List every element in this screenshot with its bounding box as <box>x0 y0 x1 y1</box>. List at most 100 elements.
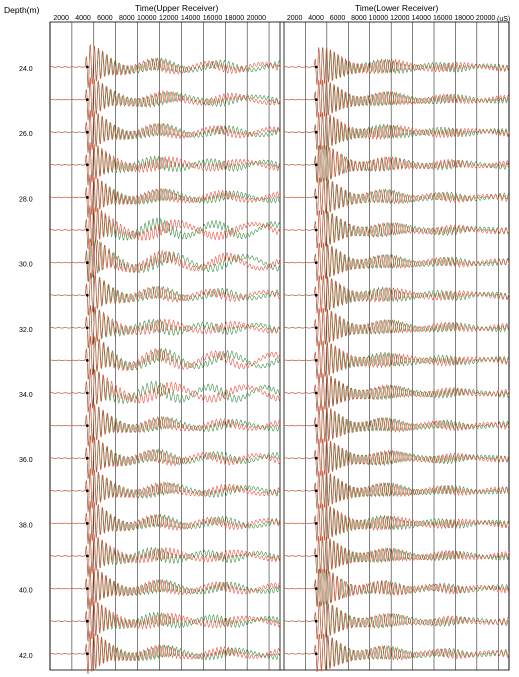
waveform-trace <box>49 142 281 186</box>
first-arrival-marker <box>85 391 89 395</box>
waveform-trace <box>283 470 510 509</box>
y-tick-label: 42.0 <box>19 653 33 660</box>
first-arrival-marker <box>314 554 318 558</box>
first-arrival-marker <box>314 228 318 232</box>
y-tick-label: 26.0 <box>19 131 33 138</box>
first-arrival-marker <box>314 261 318 264</box>
waveform-trace <box>49 141 281 186</box>
y-tick-label: 34.0 <box>19 392 33 399</box>
waveform-trace <box>49 109 281 153</box>
first-arrival-marker <box>314 456 318 460</box>
first-arrival-marker <box>314 163 318 167</box>
tick-labels: 2000 4000 6000 8000 10000 12000 14000 16000 1800… <box>19 15 495 660</box>
x-tick-label: 2000 <box>287 15 303 22</box>
first-arrival-marker <box>314 587 318 590</box>
first-arrival-marker <box>314 619 318 623</box>
first-arrival-marker <box>85 196 89 199</box>
first-arrival-marker <box>314 652 318 656</box>
waveform-trace <box>49 368 281 413</box>
waveform-trace <box>283 275 510 314</box>
waveform-trace <box>49 238 281 282</box>
y-tick-label: 28.0 <box>19 196 33 203</box>
waveform-trace <box>49 533 281 577</box>
waveform-trace <box>49 402 281 447</box>
waveform-traces <box>49 44 510 674</box>
waveform-trace <box>283 47 510 85</box>
waveform-trace <box>283 568 510 607</box>
waveform-trace <box>283 79 510 118</box>
waveform-trace <box>49 435 281 479</box>
waveform-trace <box>49 305 281 349</box>
waveform-trace <box>49 305 281 348</box>
x-tick-label: 4000 <box>75 15 91 22</box>
x-tick-label: 8000 <box>351 15 367 22</box>
waveform-trace <box>49 368 281 412</box>
first-arrival-marker <box>85 554 89 558</box>
waveform-trace <box>283 438 510 477</box>
x-tick-label: 20000 <box>476 15 496 22</box>
y-tick-label: 38.0 <box>19 522 33 529</box>
x-tick-label: 12000 <box>390 15 410 22</box>
first-arrival-marker <box>314 98 318 101</box>
x-tick-label: 2000 <box>53 15 69 22</box>
waveform-trace <box>283 112 510 151</box>
first-arrival-marker <box>314 359 318 362</box>
waveform-trace <box>283 373 510 412</box>
grid <box>49 21 510 671</box>
x-tick-label: 6000 <box>330 15 346 22</box>
first-arrival-marker <box>85 65 89 69</box>
waveform-trace <box>49 500 281 545</box>
first-arrival-marker <box>85 130 89 134</box>
y-tick-label: 40.0 <box>19 588 33 595</box>
first-arrival-marker <box>85 163 89 167</box>
waveform-trace <box>49 566 281 610</box>
waveform-trace <box>49 174 281 218</box>
waveform-trace <box>283 536 510 574</box>
waveform-trace <box>49 598 281 642</box>
waveform-trace <box>49 402 281 447</box>
x-tick-label: 10000 <box>137 15 157 22</box>
waveform-trace <box>49 467 281 512</box>
first-arrival-marker <box>85 424 89 427</box>
waveform-trace <box>49 238 281 282</box>
waveform-trace <box>49 335 281 380</box>
waveform-trace <box>283 406 510 444</box>
first-arrival-marker <box>85 489 89 493</box>
x-units-label: (uS) <box>497 16 510 23</box>
x-tick-label: 14000 <box>412 15 432 22</box>
x-tick-label: 10000 <box>369 15 389 22</box>
waveform-trace <box>49 630 281 674</box>
first-arrival-marker <box>85 587 89 590</box>
first-arrival-marker <box>314 522 318 525</box>
waveform-trace <box>283 145 510 183</box>
waveform-trace <box>49 500 281 544</box>
waveform-trace <box>283 340 510 379</box>
y-tick-label: 36.0 <box>19 457 33 464</box>
x-tick-label: 16000 <box>203 15 223 22</box>
waveform-trace <box>49 44 281 88</box>
upper-panel-title: Time(Upper Receiver) <box>135 3 218 13</box>
waveform-trace <box>283 503 510 542</box>
waveform-trace <box>49 205 281 250</box>
first-arrival-marker <box>85 652 89 656</box>
first-arrival-marker <box>85 261 89 264</box>
x-tick-label: 4000 <box>308 15 324 22</box>
first-arrival-marker <box>314 65 318 69</box>
x-tick-label: 14000 <box>181 15 201 22</box>
waveform-trace <box>49 533 281 577</box>
plot-border <box>49 21 510 671</box>
waveform-trace <box>283 600 510 640</box>
waveform-trace <box>49 435 281 479</box>
waveform-trace <box>49 272 281 316</box>
first-arrival-marker <box>314 326 318 330</box>
first-arrival-marker <box>85 522 89 525</box>
first-arrival-marker <box>314 489 318 493</box>
first-arrival-marker <box>314 424 318 427</box>
waveform-trace <box>283 633 510 672</box>
waveform-trace <box>283 307 510 347</box>
waveform-trace <box>283 210 510 249</box>
x-tick-label: 12000 <box>159 15 179 22</box>
x-tick-label: 6000 <box>97 15 113 22</box>
first-arrival-marker <box>314 196 318 199</box>
